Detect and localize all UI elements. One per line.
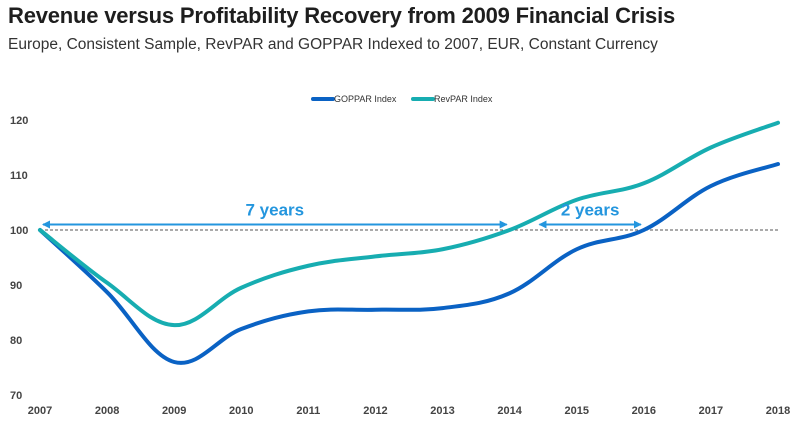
chart-title: Revenue versus Profitability Recovery fr… bbox=[8, 3, 676, 28]
y-tick-label: 100 bbox=[10, 225, 28, 237]
x-tick-label: 2008 bbox=[95, 405, 119, 417]
legend-label-goppar: GOPPAR Index bbox=[334, 94, 397, 104]
series-line-goppar-index bbox=[38, 162, 780, 365]
y-tick-label: 110 bbox=[10, 170, 28, 182]
y-tick-label: 90 bbox=[10, 280, 22, 292]
y-tick-label: 120 bbox=[10, 115, 28, 127]
x-tick-label: 2010 bbox=[229, 405, 253, 417]
x-tick-label: 2011 bbox=[296, 405, 320, 417]
x-tick-label: 2018 bbox=[766, 405, 790, 417]
legend-label-revpar: RevPAR Index bbox=[434, 94, 493, 104]
annotation-label-2-years: 2 years bbox=[561, 201, 620, 220]
x-tick-label: 2009 bbox=[162, 405, 186, 417]
x-axis: 2007 2008 2009 2010 2011 2012 2013 2014 2015 2016… bbox=[28, 405, 790, 417]
x-tick-label: 2015 bbox=[564, 405, 588, 417]
legend: GOPPAR Index RevPAR Index bbox=[311, 94, 493, 104]
x-tick-label: 2017 bbox=[699, 405, 723, 417]
series-lines bbox=[38, 120, 780, 365]
series-line-revpar-index bbox=[38, 120, 780, 328]
x-tick-label: 2014 bbox=[497, 405, 522, 417]
chart-subtitle: Europe, Consistent Sample, RevPAR and GO… bbox=[8, 36, 658, 53]
x-tick-label: 2012 bbox=[363, 405, 387, 417]
x-tick-label: 2013 bbox=[430, 405, 454, 417]
y-tick-label: 80 bbox=[10, 335, 22, 347]
x-tick-label: 2007 bbox=[28, 405, 52, 417]
annotations: 7 years 2 years bbox=[42, 201, 642, 229]
y-tick-label: 70 bbox=[10, 390, 22, 402]
x-tick-label: 2016 bbox=[632, 405, 656, 417]
y-axis: 70 80 90 100 110 120 bbox=[10, 115, 28, 402]
annotation-label-7-years: 7 years bbox=[246, 201, 305, 220]
